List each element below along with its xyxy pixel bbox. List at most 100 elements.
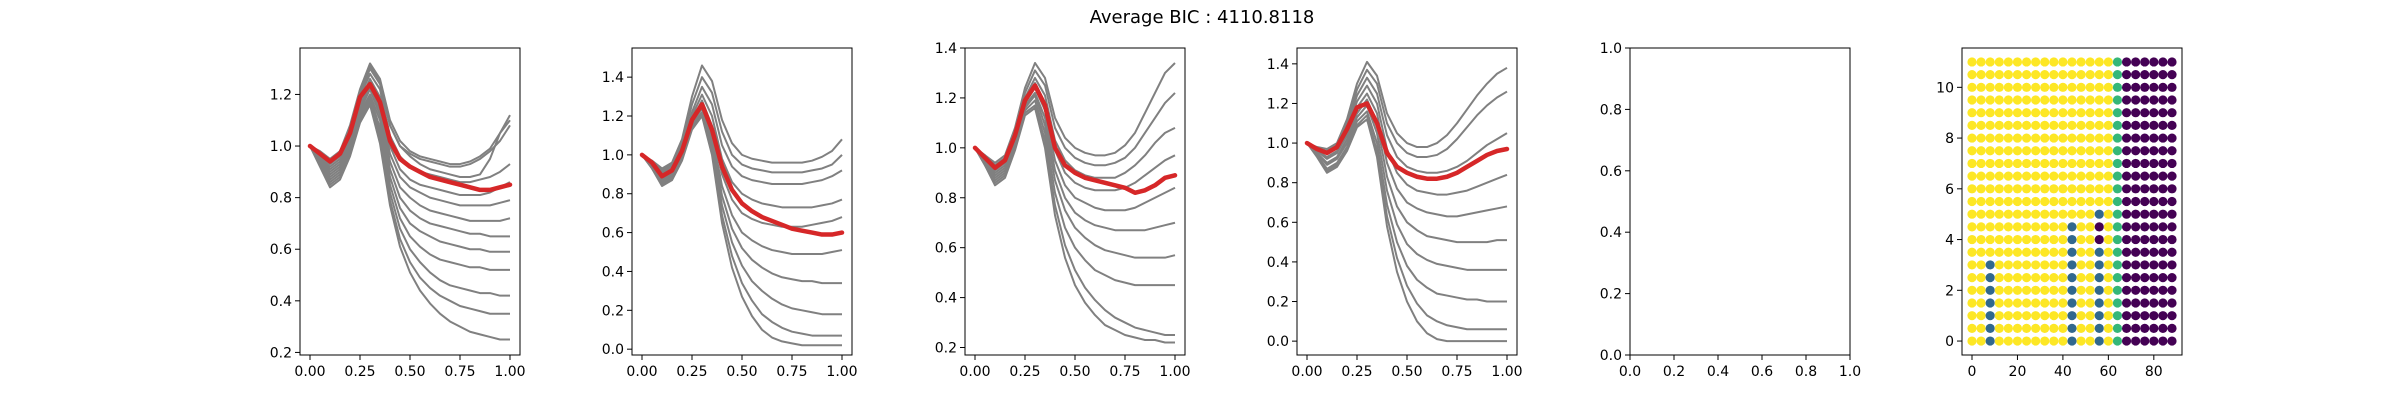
scatter-point-purple <box>2158 95 2168 105</box>
scatter-point-yellow <box>2067 209 2077 219</box>
scatter-point-yellow <box>2003 133 2013 143</box>
y-tick-label: 0.2 <box>1600 287 1622 303</box>
scatter-point-yellow <box>1967 234 1977 245</box>
scatter-point-yellow <box>2076 311 2086 321</box>
y-tick-label: 1.2 <box>1267 96 1289 112</box>
scatter-point-yellow <box>1976 234 1986 245</box>
scatter-point-green <box>2112 184 2123 194</box>
scatter-point-yellow <box>2085 285 2095 295</box>
scatter-point-green <box>2112 209 2123 219</box>
scatter-point-blue <box>2094 247 2104 257</box>
scatter-point-purple <box>2167 209 2177 219</box>
scatter-point-yellow <box>2076 285 2086 295</box>
scatter-point-yellow <box>2049 209 2059 219</box>
scatter-point-purple <box>2158 108 2168 118</box>
y-tick-label: 0.4 <box>1267 255 1289 271</box>
plot-area <box>1304 60 1510 343</box>
scatter-point-purple <box>2121 108 2132 118</box>
scatter-point-yellow <box>1976 82 1986 92</box>
scatter-point-purple <box>2158 171 2168 181</box>
scatter-point-yellow <box>2076 234 2086 245</box>
scatter-point-yellow <box>2085 298 2095 308</box>
scatter-point-yellow <box>2040 209 2050 219</box>
scatter-point-purple <box>2131 323 2141 333</box>
x-tick-label: 0.25 <box>1341 364 1372 380</box>
scatter-point-yellow <box>2103 133 2113 143</box>
axes-3: 0.00 0.25 0.50 0.75 1.00 0.2 0.4 0.6 0.8 1.0 1.2 1.… <box>935 41 1191 380</box>
scatter-point-purple <box>2167 247 2177 257</box>
scatter-point-blue <box>2067 260 2077 270</box>
scatter-point-purple <box>2149 273 2159 283</box>
scatter-point-yellow <box>2076 120 2086 130</box>
scatter-point-yellow <box>2103 298 2113 308</box>
scatter-point-blue <box>1985 285 1995 295</box>
scatter-point-yellow <box>1976 171 1986 181</box>
scatter-point-purple <box>2131 222 2141 232</box>
scatter-point-purple <box>2158 184 2168 194</box>
scatter-point-yellow <box>1976 120 1986 130</box>
scatter-point-yellow <box>2058 247 2068 257</box>
scatter-point-yellow <box>2012 70 2023 80</box>
scatter-point-yellow <box>2012 184 2023 194</box>
scatter-point-blue <box>1985 311 1995 321</box>
x-tick-label: 0.25 <box>676 364 707 380</box>
scatter-point-yellow <box>2031 196 2041 207</box>
scatter-point-purple <box>2131 171 2141 181</box>
x-tick-label: 40 <box>2054 364 2072 380</box>
scatter-point-purple <box>2131 336 2141 346</box>
scatter-point-green <box>2112 336 2123 346</box>
scatter-point-yellow <box>2076 298 2086 308</box>
scatter-point-yellow <box>2021 311 2032 321</box>
y-tick-label: 0.8 <box>935 191 957 207</box>
scatter-point-yellow <box>1985 247 1995 257</box>
scatter-point-green <box>2112 196 2123 207</box>
scatter-point-yellow <box>2003 184 2013 194</box>
scatter-point-yellow <box>2040 70 2050 80</box>
scatter-point-yellow <box>2103 158 2113 169</box>
scatter-point-purple <box>2149 247 2159 257</box>
scatter-point-purple <box>2167 323 2177 333</box>
scatter-point-blue <box>2067 323 2077 333</box>
scatter-point-yellow <box>2021 196 2032 207</box>
scatter-point-purple <box>2140 273 2150 283</box>
scatter-point-purple <box>2121 95 2132 105</box>
scatter-point-purple <box>2167 171 2177 181</box>
mean-line <box>307 81 513 193</box>
scatter-point-blue <box>1985 298 1995 308</box>
scatter-point-yellow <box>2067 108 2077 118</box>
scatter-point-yellow <box>2031 209 2041 219</box>
scatter-point-yellow <box>2031 184 2041 194</box>
scatter-point-yellow <box>2085 95 2095 105</box>
scatter-point-yellow <box>2076 222 2086 232</box>
scatter-point-yellow <box>1994 196 2004 207</box>
scatter-point-yellow <box>1976 70 1986 80</box>
scatter-point-purple <box>2158 323 2168 333</box>
scatter-point-yellow <box>1967 95 1977 105</box>
x-tick-label: 0.75 <box>444 364 475 380</box>
scatter-point-purple <box>2158 146 2168 156</box>
scatter-point-purple <box>2121 323 2132 333</box>
scatter-point-yellow <box>1994 108 2004 118</box>
scatter-point-purple <box>2167 57 2177 67</box>
y-tick-label: 1.2 <box>270 87 292 103</box>
scatter-point-purple <box>2140 209 2150 219</box>
scatter-point-yellow <box>2085 222 2095 232</box>
scatter-point-green <box>2112 70 2123 80</box>
scatter-point-yellow <box>2103 196 2113 207</box>
scatter-point-green <box>2112 311 2123 321</box>
scatter-point-yellow <box>2031 273 2041 283</box>
scatter-point-yellow <box>2049 108 2059 118</box>
scatter-point-yellow <box>2040 285 2050 295</box>
scatter-point-yellow <box>2067 146 2077 156</box>
x-tick-label: 1.0 <box>1839 364 1861 380</box>
scatter-point-yellow <box>2049 247 2059 257</box>
scatter-point-yellow <box>2012 120 2023 130</box>
scatter-point-purple <box>2140 108 2150 118</box>
member-line <box>1306 104 1507 271</box>
scatter-point-yellow <box>2021 171 2032 181</box>
scatter-point-yellow <box>2021 234 2032 245</box>
scatter-point-yellow <box>2021 273 2032 283</box>
scatter-point-yellow <box>2049 95 2059 105</box>
scatter-point-purple <box>2158 234 2168 245</box>
scatter-point-yellow <box>2031 133 2041 143</box>
